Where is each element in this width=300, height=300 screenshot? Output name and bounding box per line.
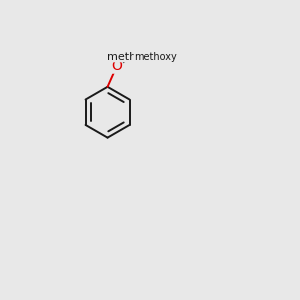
Text: methoxy: methoxy — [107, 52, 156, 62]
Text: O: O — [111, 59, 122, 73]
Text: methoxy: methoxy — [134, 52, 177, 62]
